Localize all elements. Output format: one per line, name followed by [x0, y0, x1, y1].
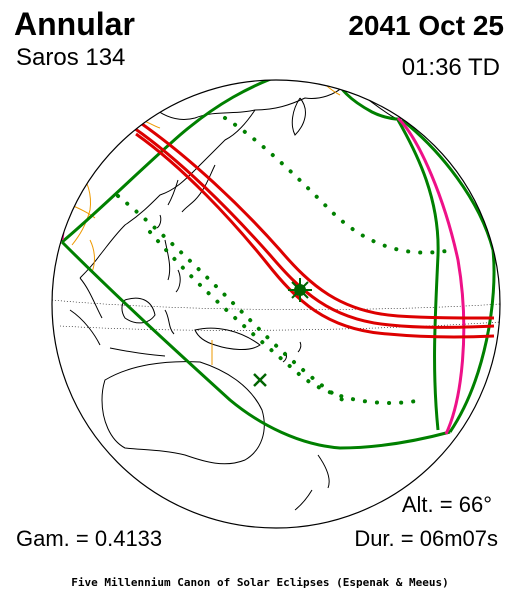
greatest-eclipse-star-icon — [288, 278, 312, 302]
saros-label: Saros 134 — [16, 44, 126, 71]
globe-outline — [51, 79, 501, 529]
gamma-label: Gam. = 0.4133 — [16, 526, 163, 551]
central-path — [133, 122, 495, 339]
obscuration-lines — [116, 116, 454, 407]
coastlines — [69, 80, 396, 511]
globe-disc — [52, 80, 500, 528]
time-label: 01:36 TD — [401, 54, 500, 81]
footer-credit: Five Millennium Canon of Solar Eclipses … — [71, 576, 449, 589]
eclipse-type-title: Annular — [14, 6, 135, 42]
altitude-label: Alt. = 66° — [401, 492, 492, 517]
eclipse-date: 2041 Oct 25 — [348, 10, 504, 41]
duration-label: Dur. = 06m07s — [354, 526, 498, 551]
subsolar-x-icon — [253, 373, 267, 387]
